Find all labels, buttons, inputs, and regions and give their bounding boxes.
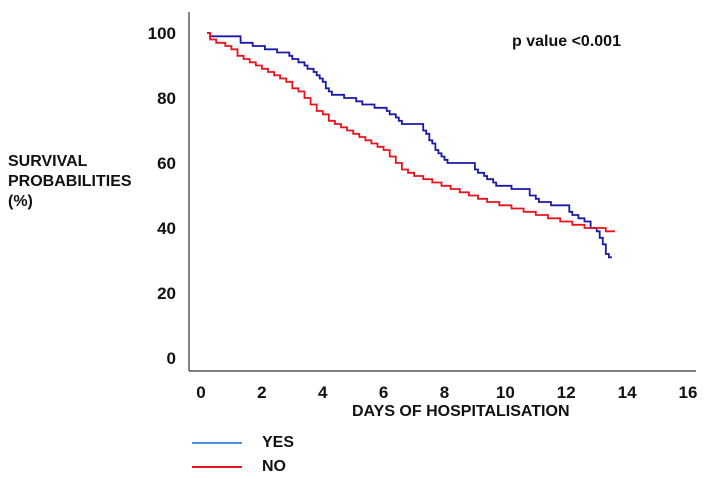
x-axis-label: DAYS OF HOSPITALISATION [352,403,570,420]
x-tick-label: 0 [196,383,205,402]
x-tick-label: 10 [496,383,515,402]
legend-label-yes: YES [262,434,295,451]
x-tick-label: 6 [379,383,388,402]
series-line-no [207,32,615,233]
x-tick-label: 4 [318,383,328,402]
p-value-annotation: p value <0.001 [512,33,621,50]
x-tick-label: 16 [679,383,698,402]
x-tick-label: 12 [557,383,576,402]
legend-swatch-no [192,466,242,468]
y-axis-label-line-3: (%) [8,193,33,210]
y-tick-label: 80 [157,89,176,108]
y-tick-label: 60 [157,154,176,173]
tick-labels: 0 20 40 60 80 100 0 2 4 6 8 10 12 14 16 [148,24,698,402]
y-axis-label-line-2: PROBABILITIES [8,173,132,190]
x-tick-label: 2 [257,383,266,402]
legend-label-no: NO [262,458,286,475]
y-axis-label-line-1: SURVIVAL [8,153,88,170]
legend-swatch-yes [192,442,242,444]
axes [188,12,696,372]
y-tick-label: 20 [157,284,176,303]
y-tick-label: 40 [157,219,176,238]
y-tick-label: 100 [148,24,176,43]
x-tick-label: 8 [440,383,449,402]
y-tick-label: 0 [167,349,176,368]
x-tick-label: 14 [618,383,637,402]
series-line-yes [207,32,612,259]
series-lines [207,32,615,259]
